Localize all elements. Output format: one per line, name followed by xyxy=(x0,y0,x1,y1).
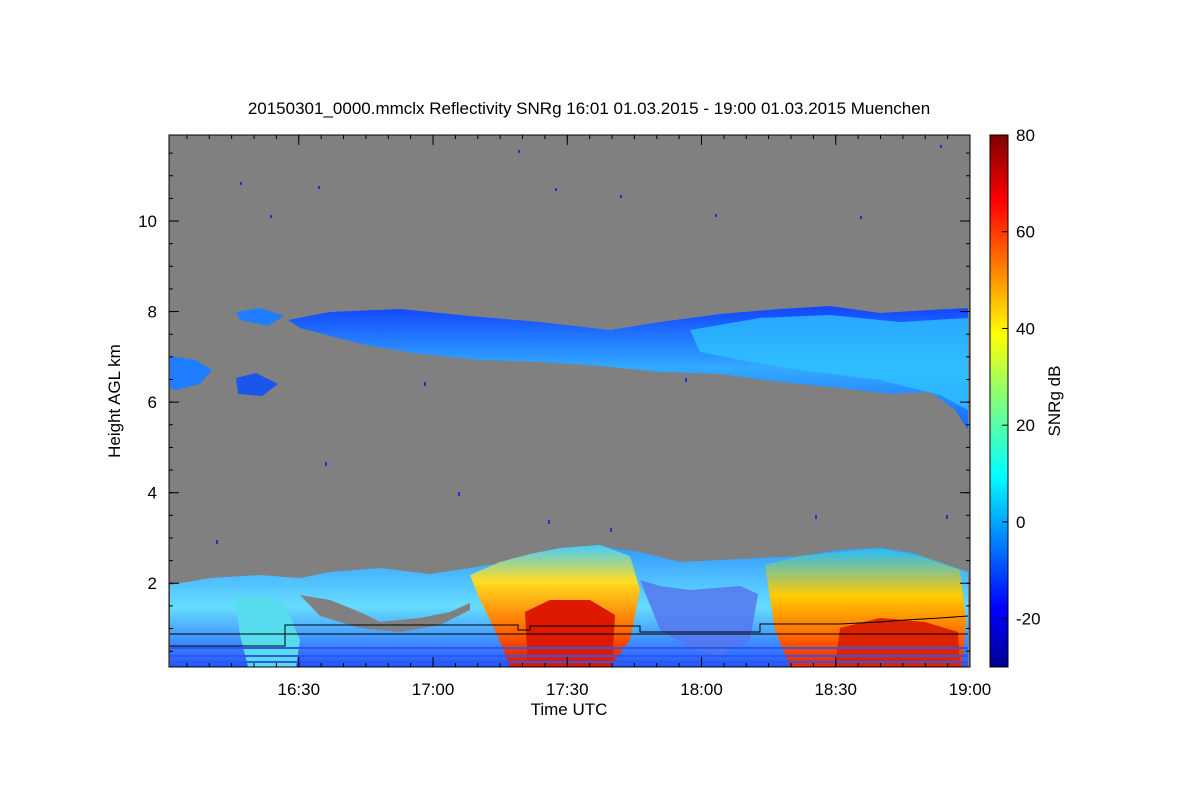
upper-cloud-left xyxy=(170,356,212,390)
colorbar-tick-label: 60 xyxy=(1016,223,1035,242)
upper-cloud-fragment xyxy=(236,308,284,326)
colorbar-tick-label: 20 xyxy=(1016,416,1035,435)
low-cloud-gap-2 xyxy=(640,580,758,655)
x-tick-label: 19:00 xyxy=(949,680,992,699)
x-tick-label: 18:00 xyxy=(680,680,723,699)
colorbar-ticks: -20 0 20 40 60 80 xyxy=(1002,126,1041,629)
upper-cloud-core xyxy=(690,315,968,410)
y-axis: 2 4 6 8 10 xyxy=(138,152,970,652)
radar-echo-field xyxy=(170,145,969,667)
colorbar-label: SNRg dB xyxy=(1045,366,1064,437)
rain-cell-2-core xyxy=(835,618,960,667)
y-axis-label: Height AGL km xyxy=(105,344,124,458)
colorbar-tick-label: -20 xyxy=(1016,610,1041,629)
noise-speckle xyxy=(216,145,948,544)
x-tick-label: 16:30 xyxy=(277,680,320,699)
x-tick-label: 17:00 xyxy=(412,680,455,699)
low-cloud-gap xyxy=(300,595,470,632)
colorbar-tick-label: 40 xyxy=(1016,319,1035,338)
x-axis: 16:30 17:00 17:30 18:00 18:30 19:00 xyxy=(186,135,992,699)
x-tick-label: 17:30 xyxy=(546,680,589,699)
colorbar-tick-label: 80 xyxy=(1016,126,1035,145)
y-tick-label: 8 xyxy=(148,303,157,322)
plot-frame xyxy=(168,134,971,668)
chart-title: 20150301_0000.mmclx Reflectivity SNRg 16… xyxy=(248,99,930,118)
y-tick-label: 6 xyxy=(148,393,157,412)
y-tick-label: 2 xyxy=(148,574,157,593)
overlay-lines xyxy=(170,615,969,647)
y-tick-label: 4 xyxy=(148,484,157,503)
x-tick-label: 18:30 xyxy=(814,680,857,699)
upper-cloud-fragment-2 xyxy=(236,373,278,396)
y-tick-label: 10 xyxy=(138,212,157,231)
colorbar-tick-label: 0 xyxy=(1016,513,1025,532)
colorbar xyxy=(989,134,1009,668)
surface-clutter xyxy=(170,647,968,663)
x-axis-label: Time UTC xyxy=(531,700,608,719)
